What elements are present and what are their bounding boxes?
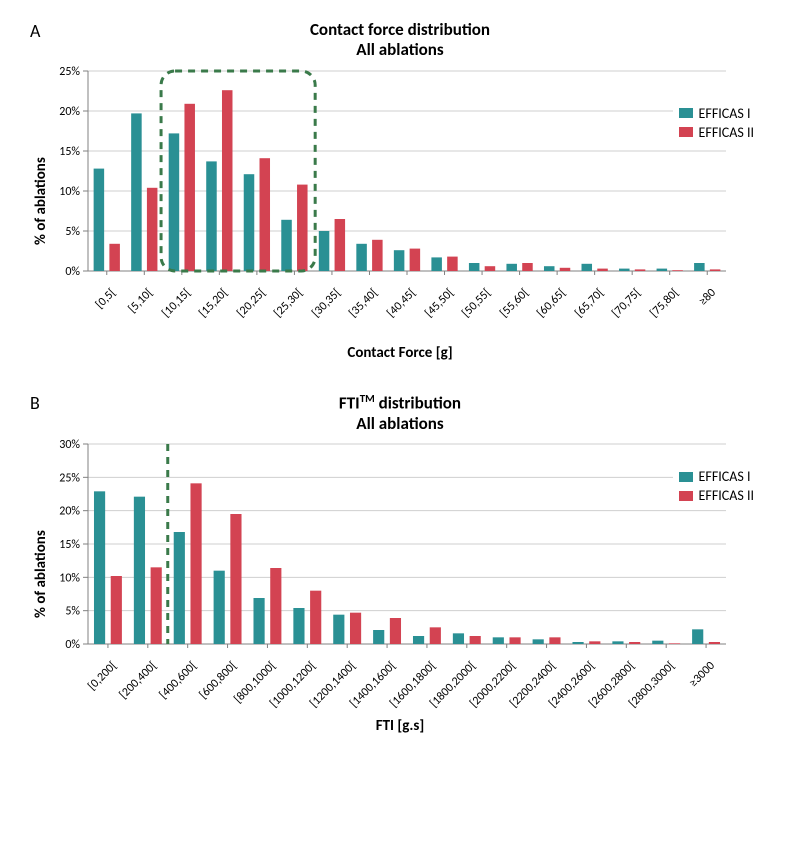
xtick-label: [50,55[ [460, 286, 494, 320]
panel-b-titles: FTITM distribution All ablations [30, 392, 770, 434]
panel-b-plot-row: % of ablations EFFICAS I EFFICAS II 0% 5%… [30, 438, 770, 711]
svg-text:0%: 0% [65, 638, 80, 648]
panel-b-chart: 0% 5% 10% 15% 20% 25% 30% [50, 438, 730, 648]
xtick-label: [200,400[ [117, 659, 160, 702]
panel-b-xlabel: FTI [g.s] [30, 717, 770, 735]
panel-a-ylabel: % of ablations [30, 65, 50, 338]
panel-a-xlabel: Contact Force [g] [30, 344, 770, 362]
legend-row: EFFICAS II [679, 487, 754, 504]
xtick-label: [45,50[ [422, 286, 456, 320]
xtick-label: [40,45[ [384, 286, 418, 320]
legend-label-s2: EFFICAS II [699, 487, 754, 504]
svg-text:5%: 5% [65, 225, 80, 239]
svg-text:0%: 0% [65, 265, 80, 275]
xtick-label: [70,75[ [610, 286, 644, 320]
xtick-label: [35,40[ [347, 286, 381, 320]
svg-text:15%: 15% [59, 538, 80, 552]
xtick-label: [20,25[ [234, 286, 268, 320]
legend-row: EFFICAS I [679, 468, 754, 485]
xtick-label: [10,15[ [159, 286, 193, 320]
panel-b-ylabel: % of ablations [30, 438, 50, 711]
panel-b: B FTITM distribution All ablations % of … [30, 392, 770, 735]
xtick-label: [55,60[ [497, 286, 531, 320]
panel-a-titles: Contact force distribution All ablations [30, 20, 770, 61]
panel-a: A Contact force distribution All ablatio… [30, 20, 770, 362]
svg-text:25%: 25% [59, 472, 80, 486]
panel-a-plot-row: % of ablations EFFICAS I EFFICAS II 0% 5%… [30, 65, 770, 338]
panel-b-plot-holder: EFFICAS I EFFICAS II 0% 5% 10% 15% 20% 25% 30%… [50, 438, 770, 711]
xtick-label: ≥3000 [687, 659, 718, 690]
panel-a-title2: All ablations [30, 40, 770, 60]
panel-b-tag: B [30, 392, 40, 414]
svg-text:20%: 20% [59, 105, 80, 119]
svg-text:10%: 10% [59, 185, 80, 199]
panel-b-xticks: [0,200[[200,400[[400,600[[600,800[[800,1… [88, 653, 726, 711]
legend-row: EFFICAS I [679, 105, 754, 122]
legend-label-s1: EFFICAS I [699, 468, 751, 485]
legend-swatch-s1 [679, 472, 693, 482]
panel-a-plot-holder: EFFICAS I EFFICAS II 0% 5% 10% 15% 20% 25% [0… [50, 65, 770, 338]
panel-b-legend: EFFICAS I EFFICAS II [673, 462, 760, 510]
legend-swatch-s1 [679, 108, 693, 118]
svg-text:10%: 10% [59, 572, 80, 586]
panel-a-xticks: [0,5[[5,10[[10,15[[15,20[[20,25[[25,30[[… [88, 280, 726, 338]
svg-text:30%: 30% [59, 438, 80, 452]
panel-a-tag: A [30, 20, 40, 42]
svg-text:20%: 20% [59, 505, 80, 519]
xtick-label: [25,30[ [272, 286, 306, 320]
svg-text:15%: 15% [59, 145, 80, 159]
panel-a-chart: 0% 5% 10% 15% 20% 25% [50, 65, 730, 275]
xtick-label: [0,200[ [85, 659, 119, 693]
svg-text:25%: 25% [59, 65, 80, 79]
xtick-label: [5,10[ [126, 286, 156, 316]
xtick-label: [30,35[ [309, 286, 343, 320]
xtick-label: [400,600[ [157, 659, 200, 702]
xtick-label: [15,20[ [197, 286, 231, 320]
legend-row: EFFICAS II [679, 124, 754, 141]
legend-label-s2: EFFICAS II [699, 124, 754, 141]
svg-text:5%: 5% [65, 605, 80, 619]
xtick-label: [60,65[ [535, 286, 569, 320]
xtick-label: [65,70[ [572, 286, 606, 320]
panel-b-title2: All ablations [30, 414, 770, 434]
legend-label-s1: EFFICAS I [699, 105, 751, 122]
panel-a-legend: EFFICAS I EFFICAS II [673, 99, 760, 147]
xtick-label: [0,5[ [93, 286, 119, 312]
xtick-label: ≥80 [696, 286, 719, 309]
legend-swatch-s2 [679, 127, 693, 137]
panel-a-title1: Contact force distribution [30, 20, 770, 40]
legend-swatch-s2 [679, 491, 693, 501]
panel-b-title1: FTITM distribution [30, 392, 770, 414]
xtick-label: [75,80[ [647, 286, 681, 320]
